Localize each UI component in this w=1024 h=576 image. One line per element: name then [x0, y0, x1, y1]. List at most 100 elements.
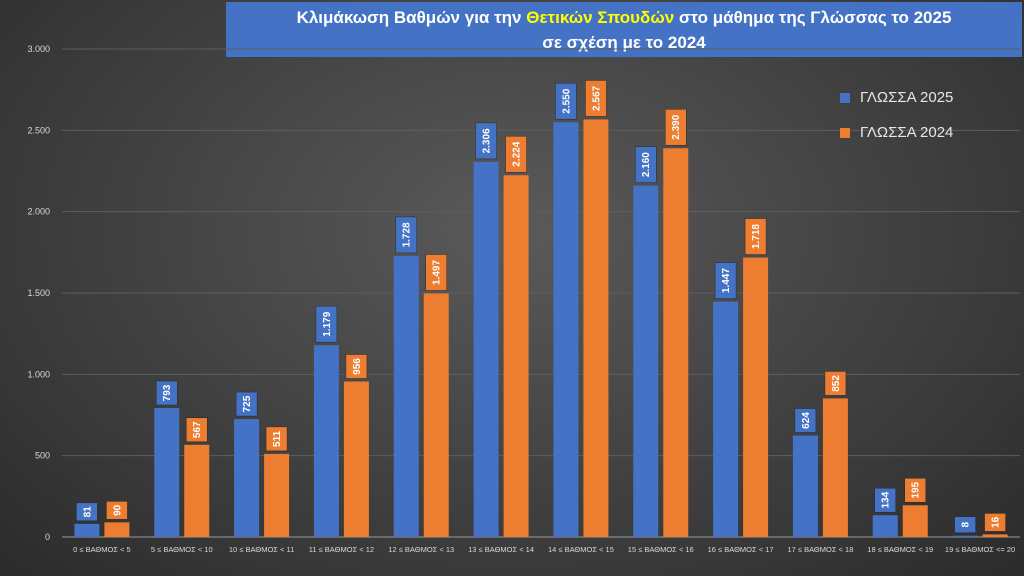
legend-label-2025: ΓΛΩΣΣΑ 2025 [860, 89, 954, 106]
chart-title: Κλιμάκωση Βαθμών για την Θετικών Σπουδών… [226, 2, 1022, 57]
x-tick-label: 5 ≤ ΒΑΘΜΟΣ < 10 [151, 545, 213, 554]
bar-2024 [822, 398, 848, 537]
data-label: 2.224 [512, 141, 523, 166]
data-label: 793 [162, 384, 173, 401]
x-tick-label: 17 ≤ ΒΑΘΜΟΣ < 18 [787, 545, 853, 554]
data-label: 1.179 [322, 311, 333, 336]
legend-item-2025: ΓΛΩΣΣΑ 2025 [840, 89, 953, 106]
data-label-box [665, 108, 687, 146]
data-label-box [76, 502, 98, 522]
data-label: 2.567 [591, 85, 602, 110]
bar-2024 [343, 381, 369, 537]
bar-2025 [792, 435, 818, 537]
data-label: 134 [881, 491, 892, 508]
title-highlight: Θετικών Σπουδών [526, 7, 675, 27]
y-tick-label: 1.000 [27, 369, 50, 379]
x-tick-label: 14 ≤ ΒΑΘΜΟΣ < 15 [548, 545, 614, 554]
bar-2025 [313, 345, 339, 537]
y-tick-label: 0 [45, 532, 50, 542]
data-label-box [235, 391, 258, 417]
data-label-box [156, 380, 178, 406]
data-label: 2.390 [671, 114, 682, 139]
data-label: 2.160 [641, 152, 652, 177]
legend-swatch-2024 [840, 127, 850, 138]
y-tick-label: 3.000 [27, 44, 50, 54]
bar-2024 [583, 119, 609, 538]
y-tick-label: 1.500 [27, 288, 50, 298]
data-label: 852 [831, 375, 842, 392]
x-tick-label: 10 ≤ ΒΑΘΜΟΣ < 11 [229, 545, 294, 554]
data-label-box [505, 135, 527, 173]
bar-2025 [952, 535, 978, 537]
x-tick-label: 12 ≤ ΒΑΘΜΟΣ < 13 [388, 545, 454, 554]
x-tick-label: 15 ≤ ΒΑΘΜΟΣ < 16 [628, 545, 694, 554]
bar-2025 [713, 301, 739, 537]
data-label: 195 [911, 482, 922, 499]
bar-2025 [234, 419, 260, 537]
bar-2025 [633, 185, 659, 537]
data-label: 90 [112, 504, 123, 516]
data-label-box [954, 516, 976, 533]
bar-2024 [423, 293, 449, 537]
x-tick-label: 0 ≤ ΒΑΘΜΟΣ < 5 [73, 545, 131, 554]
title-suffix: στο μάθημα της Γλώσσας το 2025 [674, 7, 952, 27]
bar-2024 [743, 257, 769, 537]
bar-2025 [74, 523, 100, 537]
data-label-box [824, 371, 847, 396]
title-line-1: Κλιμάκωση Βαθμών για την Θετικών Σπουδών… [232, 5, 1016, 30]
bar-2025 [393, 255, 419, 538]
x-tick-label: 18 ≤ ΒΑΘΜΟΣ < 19 [867, 545, 933, 554]
legend-item-2024: ΓΛΩΣΣΑ 2024 [840, 124, 953, 141]
legend-label-2024: ΓΛΩΣΣΑ 2024 [860, 124, 954, 141]
bar-2024 [902, 505, 928, 537]
y-tick-label: 2.500 [27, 125, 50, 135]
legend-swatch-2025 [840, 92, 850, 103]
data-label-box [425, 254, 447, 291]
data-label-box [635, 146, 657, 183]
y-tick-label: 2.000 [27, 207, 50, 217]
bar-2025 [154, 408, 180, 537]
data-label-box [186, 417, 208, 443]
data-label: 511 [272, 430, 283, 447]
data-label-box [395, 216, 417, 254]
data-label-box [904, 478, 926, 503]
data-label: 956 [352, 358, 363, 375]
data-label-box [794, 408, 817, 433]
data-label: 1.447 [721, 268, 732, 293]
bar-2024 [663, 148, 689, 537]
data-label: 8 [961, 521, 972, 527]
data-label: 81 [82, 506, 93, 518]
data-label: 1.497 [432, 260, 443, 285]
bar-2024 [264, 453, 290, 537]
data-label-box [585, 80, 607, 117]
data-label: 624 [801, 412, 812, 429]
bar-2025 [872, 515, 898, 537]
bar-2025 [473, 161, 499, 537]
data-label: 1.718 [751, 224, 762, 249]
title-prefix: Κλιμάκωση Βαθμών για την [296, 7, 527, 27]
data-label-box [714, 262, 737, 299]
data-label: 567 [192, 421, 203, 438]
data-label: 16 [991, 516, 1002, 528]
x-tick-label: 11 ≤ ΒΑΘΜΟΣ < 12 [309, 545, 374, 554]
title-line-2: σε σχέση με το 2024 [542, 32, 706, 52]
data-label-box [475, 122, 497, 160]
x-tick-label: 19 ≤ ΒΑΘΜΟΣ <= 20 [945, 545, 1015, 554]
data-label-box [265, 426, 288, 452]
bar-2024 [184, 444, 210, 537]
data-label: 1.728 [402, 222, 413, 247]
y-tick-label: 500 [35, 451, 50, 461]
data-label-box [315, 305, 338, 343]
bar-2024 [104, 522, 130, 537]
bar-2024 [503, 175, 529, 537]
data-label-box [345, 354, 368, 379]
data-label: 2.306 [482, 128, 493, 153]
data-label-box [744, 218, 767, 255]
x-tick-label: 16 ≤ ΒΑΘΜΟΣ < 17 [708, 545, 774, 554]
data-label-box [106, 501, 128, 520]
bar-2024 [982, 534, 1008, 537]
data-label-box [555, 82, 577, 120]
data-label: 725 [242, 395, 253, 412]
data-label-box [984, 513, 1006, 532]
